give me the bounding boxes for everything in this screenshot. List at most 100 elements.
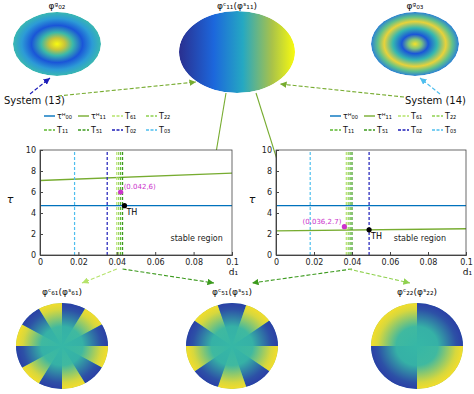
legend-swatch — [112, 115, 123, 116]
mode-picture: φᵍ₀₃ — [371, 1, 459, 76]
mode-label: φᶜ₂₂(φˢ₂₂) — [397, 287, 437, 297]
x-tick-label: 0.06 — [382, 258, 400, 267]
y-tick-mark — [276, 171, 279, 172]
plot-marks — [40, 150, 232, 255]
legend-swatch — [330, 115, 341, 116]
mode-base — [16, 303, 108, 389]
x-tick-label: 0.08 — [185, 258, 203, 267]
x-axis-title: d₁ — [229, 267, 239, 277]
y-tick: 2 — [267, 230, 279, 239]
y-tick-label: 2 — [267, 230, 272, 239]
legend-swatch — [146, 115, 157, 116]
region-label: stable region — [394, 234, 446, 243]
plot-marks — [276, 150, 466, 255]
mode-label: φᵍ₀₃ — [407, 1, 424, 11]
mode-fill — [13, 12, 101, 76]
x-tick-label: 0.04 — [344, 258, 362, 267]
legend-swatch — [432, 115, 443, 116]
legend-label: τᴴ₀₀ — [343, 112, 358, 121]
series-line — [369, 150, 370, 255]
plot-frame — [276, 150, 466, 255]
legend-label: τᴴ₁₁ — [91, 112, 106, 121]
x-tick-label: 0.04 — [108, 258, 126, 267]
x-tick-label: 0.02 — [306, 258, 324, 267]
legend-swatch — [398, 129, 409, 130]
chart-title: System (14) — [405, 95, 466, 106]
annotation-point — [342, 224, 347, 229]
y-tick-mark — [276, 150, 279, 151]
arrow — [30, 78, 50, 94]
x-tick-mark — [232, 252, 233, 255]
x-tick-label: 0.02 — [70, 258, 88, 267]
legend-label: T₀₃ — [444, 126, 456, 135]
y-tick: 2 — [31, 230, 43, 239]
arrow — [348, 269, 410, 283]
chart-title: System (13) — [4, 95, 65, 106]
x-axis-title: d₁ — [463, 267, 473, 277]
x-axis-line — [277, 252, 467, 256]
x-tick-mark — [155, 252, 156, 255]
plot-frame — [40, 150, 232, 255]
x-tick-mark — [352, 252, 353, 255]
legend-item: T₀₃ — [146, 126, 170, 135]
series-line — [40, 173, 232, 180]
mode-picture: φᵍ₀₂ — [13, 1, 101, 76]
figure: φᵍ₀₂ φᶜ₁₁(φˢ₁₁) φᵍ₀₃ φᶜ₆₁(φˢ₆₁) φᶜ₅₁(φˢ₅₁) φᶜ… — [0, 0, 474, 394]
mode-core — [16, 303, 108, 389]
legend-item: T₂₂ — [146, 112, 170, 121]
arrow — [252, 269, 352, 283]
x-tick: 0.08 — [420, 252, 438, 267]
y-tick-label: 10 — [26, 146, 36, 155]
mode-fill — [364, 297, 470, 394]
x-tick-mark — [390, 252, 391, 255]
mode-picture: φᶜ₁₁(φˢ₁₁) — [179, 1, 295, 93]
mode-fill — [179, 11, 295, 93]
y-axis: 0246810 — [26, 146, 43, 260]
x-tick-mark — [117, 252, 118, 255]
y-tick: 6 — [267, 188, 279, 197]
y-tick-label: 4 — [267, 209, 272, 218]
x-tick: 0.06 — [382, 252, 400, 267]
x-tick-mark — [428, 252, 429, 255]
legend-item: T₆₁ — [112, 112, 136, 121]
legend-label: T₀₃ — [158, 126, 170, 135]
legend-swatch — [78, 115, 89, 116]
mode-picture: φᶜ₆₁(φˢ₆₁) — [9, 287, 115, 394]
y-tick-label: 6 — [31, 188, 36, 197]
y-tick: 10 — [262, 146, 279, 155]
mode-label: φᶜ₅₁(φˢ₅₁) — [212, 287, 252, 297]
y-tick-mark — [276, 213, 279, 214]
annotation-label: (0.036,2.7) — [303, 218, 342, 226]
mode-fill — [179, 297, 285, 394]
y-tick-label: 10 — [262, 146, 272, 155]
x-axis: 00.020.040.060.080.1 — [274, 252, 473, 267]
legend-swatch — [330, 129, 341, 130]
figure-svg: φᵍ₀₂ φᶜ₁₁(φˢ₁₁) φᵍ₀₃ φᶜ₆₁(φˢ₆₁) φᶜ₅₁(φˢ₅₁) φᶜ… — [0, 0, 474, 394]
x-tick: 0.06 — [147, 252, 165, 267]
legend-item: T₁₁ — [330, 126, 354, 135]
series-line — [40, 205, 232, 206]
x-tick: 0.1 — [226, 252, 239, 267]
legend-label: T₁₁ — [342, 126, 354, 135]
mode-core — [186, 303, 278, 389]
region-label: stable region — [171, 234, 223, 243]
legend-label: T₂₂ — [444, 112, 456, 121]
y-tick-label: 2 — [31, 230, 36, 239]
annotation-label: TH — [125, 208, 137, 217]
series-line — [350, 150, 351, 255]
y-tick: 0 — [31, 251, 43, 260]
y-tick-label: 6 — [267, 188, 272, 197]
chart: System (13)00.020.040.060.080.10246810d₁… — [4, 95, 239, 277]
y-tick: 6 — [31, 188, 43, 197]
y-axis-line — [41, 151, 44, 256]
mode-base — [179, 11, 295, 93]
y-tick-label: 8 — [31, 167, 36, 176]
x-tick-label: 0.1 — [226, 258, 239, 267]
y-tick-mark — [40, 255, 43, 256]
mode-label: φᶜ₁₁(φˢ₁₁) — [217, 1, 257, 11]
series-line — [310, 150, 311, 255]
legend-item: τᴴ₀₀ — [330, 112, 358, 121]
y-tick-label: 0 — [267, 251, 272, 260]
legend-label: T₀₂ — [124, 126, 136, 135]
x-tick: 0.02 — [306, 252, 324, 267]
